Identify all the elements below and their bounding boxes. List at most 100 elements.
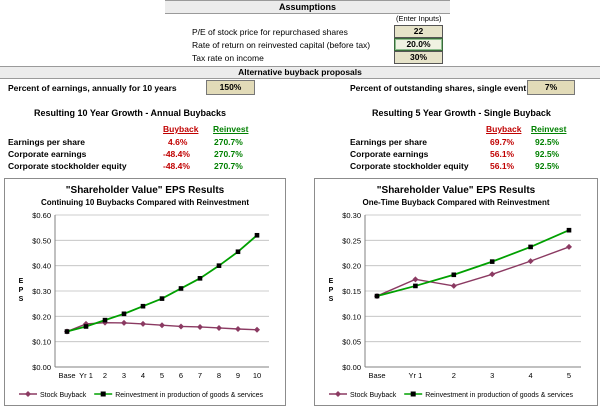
- y-tick-label: $0.00: [342, 363, 361, 372]
- data-point: [527, 258, 534, 265]
- growth-annual-buyback-value: 4.6%: [168, 137, 188, 147]
- data-point: [489, 271, 496, 278]
- growth-single-buyback-value: 56.1%: [490, 149, 515, 159]
- data-point: [64, 329, 70, 334]
- pe-input[interactable]: 22: [394, 25, 443, 38]
- x-tick-label: Yr 1: [79, 371, 93, 380]
- annual-buyback-percent-input[interactable]: 150%: [206, 80, 255, 95]
- growth-annual-reinvest-value: 270.7%: [214, 161, 243, 171]
- data-point: [159, 322, 165, 329]
- data-point: [216, 324, 222, 331]
- chart-annual-buybacks: "Shareholder Value" EPS Results Continui…: [4, 178, 286, 406]
- y-tick-label: $0.60: [32, 211, 51, 220]
- growth-single-buyback-value: 69.7%: [490, 137, 515, 147]
- legend-marker: [410, 391, 416, 397]
- x-tick-label: 6: [179, 371, 183, 380]
- y-tick-label: $0.15: [342, 287, 361, 296]
- growth-single-reinvest-value: 92.5%: [535, 137, 560, 147]
- y-tick-label: $0.20: [342, 262, 361, 271]
- growth-annual-title: Resulting 10 Year Growth - Annual Buybac…: [34, 108, 227, 118]
- y-tick-label: $0.50: [32, 236, 51, 245]
- x-tick-label: 10: [253, 371, 261, 380]
- assumption-label-pe: P/E of stock price for repurchased share…: [192, 27, 348, 37]
- growth-single-buyback-value: 56.1%: [490, 161, 515, 171]
- y-tick-label: $0.05: [342, 338, 361, 347]
- proposals-title: Alternative buyback proposals: [0, 66, 600, 79]
- series-line: [376, 229, 570, 297]
- growth-single-col-buyback: Buyback: [486, 124, 522, 134]
- x-tick-label: 4: [141, 371, 145, 380]
- data-point: [121, 311, 127, 317]
- data-point: [254, 326, 260, 333]
- x-tick-label: 7: [198, 371, 202, 380]
- x-tick-label: Yr 1: [409, 371, 423, 380]
- data-point: [83, 324, 89, 329]
- y-tick-label: $0.20: [32, 312, 51, 321]
- proposal-left-label: Percent of earnings, annually for 10 yea…: [8, 83, 177, 93]
- data-point: [102, 317, 108, 323]
- x-tick-label: Base: [58, 371, 75, 380]
- growth-single-row-label: Corporate earnings: [350, 149, 429, 159]
- y-axis-label: S: [19, 296, 24, 303]
- growth-annual-reinvest-value: 270.7%: [214, 149, 243, 159]
- growth-single-col-reinvest: Reinvest: [531, 124, 567, 134]
- y-axis-label: P: [19, 287, 24, 294]
- data-point: [178, 286, 184, 291]
- y-axis-label: S: [329, 296, 334, 303]
- data-point: [566, 243, 572, 250]
- y-tick-label: $0.30: [342, 211, 361, 220]
- series-line: [66, 234, 258, 333]
- y-tick-label: $0.10: [32, 338, 51, 347]
- series-line: [376, 246, 570, 297]
- growth-annual-buyback-value: -48.4%: [163, 161, 190, 171]
- data-point: [450, 282, 457, 289]
- growth-single-row-label: Earnings per share: [350, 137, 428, 147]
- chart-subtitle: Continuing 10 Buybacks Compared with Rei…: [40, 198, 250, 207]
- y-axis-label: P: [329, 287, 334, 294]
- growth-annual-col-reinvest: Reinvest: [213, 124, 249, 134]
- y-tick-label: $0.10: [342, 312, 361, 321]
- data-point: [235, 249, 241, 255]
- data-point: [102, 319, 108, 326]
- data-point: [83, 320, 89, 327]
- growth-single-title: Resulting 5 Year Growth - Single Buyback: [372, 108, 551, 118]
- growth-single-reinvest-value: 92.5%: [535, 161, 560, 171]
- x-tick-label: 2: [452, 371, 456, 380]
- data-point: [235, 326, 241, 332]
- chart-title: "Shareholder Value" EPS Results: [65, 185, 225, 196]
- enter-inputs-label: (Enter Inputs): [396, 14, 442, 23]
- y-tick-label: $0.40: [32, 262, 51, 271]
- growth-annual-row-label: Earnings per share: [8, 137, 86, 147]
- legend-marker: [335, 391, 341, 397]
- growth-single-row-label: Corporate stockholder equity: [350, 161, 469, 171]
- data-point: [374, 293, 380, 299]
- x-tick-label: Base: [368, 371, 385, 380]
- y-tick-label: $0.00: [32, 363, 51, 372]
- data-point: [197, 276, 203, 281]
- y-tick-label: $0.25: [342, 236, 361, 245]
- x-tick-label: 3: [122, 371, 126, 380]
- y-tick-label: $0.30: [32, 287, 51, 296]
- legend-marker: [25, 391, 31, 397]
- x-tick-label: 2: [103, 371, 107, 380]
- growth-annual-reinvest-value: 270.7%: [214, 137, 243, 147]
- y-axis-label: E: [19, 278, 24, 285]
- single-buyback-percent-input[interactable]: 7%: [527, 80, 575, 95]
- x-tick-label: 4: [529, 371, 533, 380]
- chart-plot: $0.00 $0.10 $0.20 $0.30 $0.40 $0.50 $0.60 EPS Ba…: [19, 211, 269, 399]
- data-point: [159, 296, 165, 301]
- assumption-label-tax: Tax rate on income: [192, 53, 264, 63]
- legend-label: Stock Buyback: [40, 392, 87, 399]
- x-tick-label: 5: [567, 371, 571, 380]
- data-point: [140, 320, 146, 327]
- chart-subtitle: One-Time Buyback Compared with Reinvestm…: [362, 198, 550, 207]
- proposal-right-label: Percent of outstanding shares, single ev…: [350, 83, 527, 93]
- tax-rate-input[interactable]: 30%: [394, 51, 443, 64]
- rate-of-return-input[interactable]: 20.0%: [394, 38, 443, 51]
- growth-annual-row-label: Corporate earnings: [8, 149, 87, 159]
- x-tick-label: 3: [490, 371, 494, 380]
- data-point: [197, 323, 203, 330]
- legend-marker: [100, 391, 106, 397]
- data-point: [413, 283, 418, 289]
- data-point: [489, 259, 495, 264]
